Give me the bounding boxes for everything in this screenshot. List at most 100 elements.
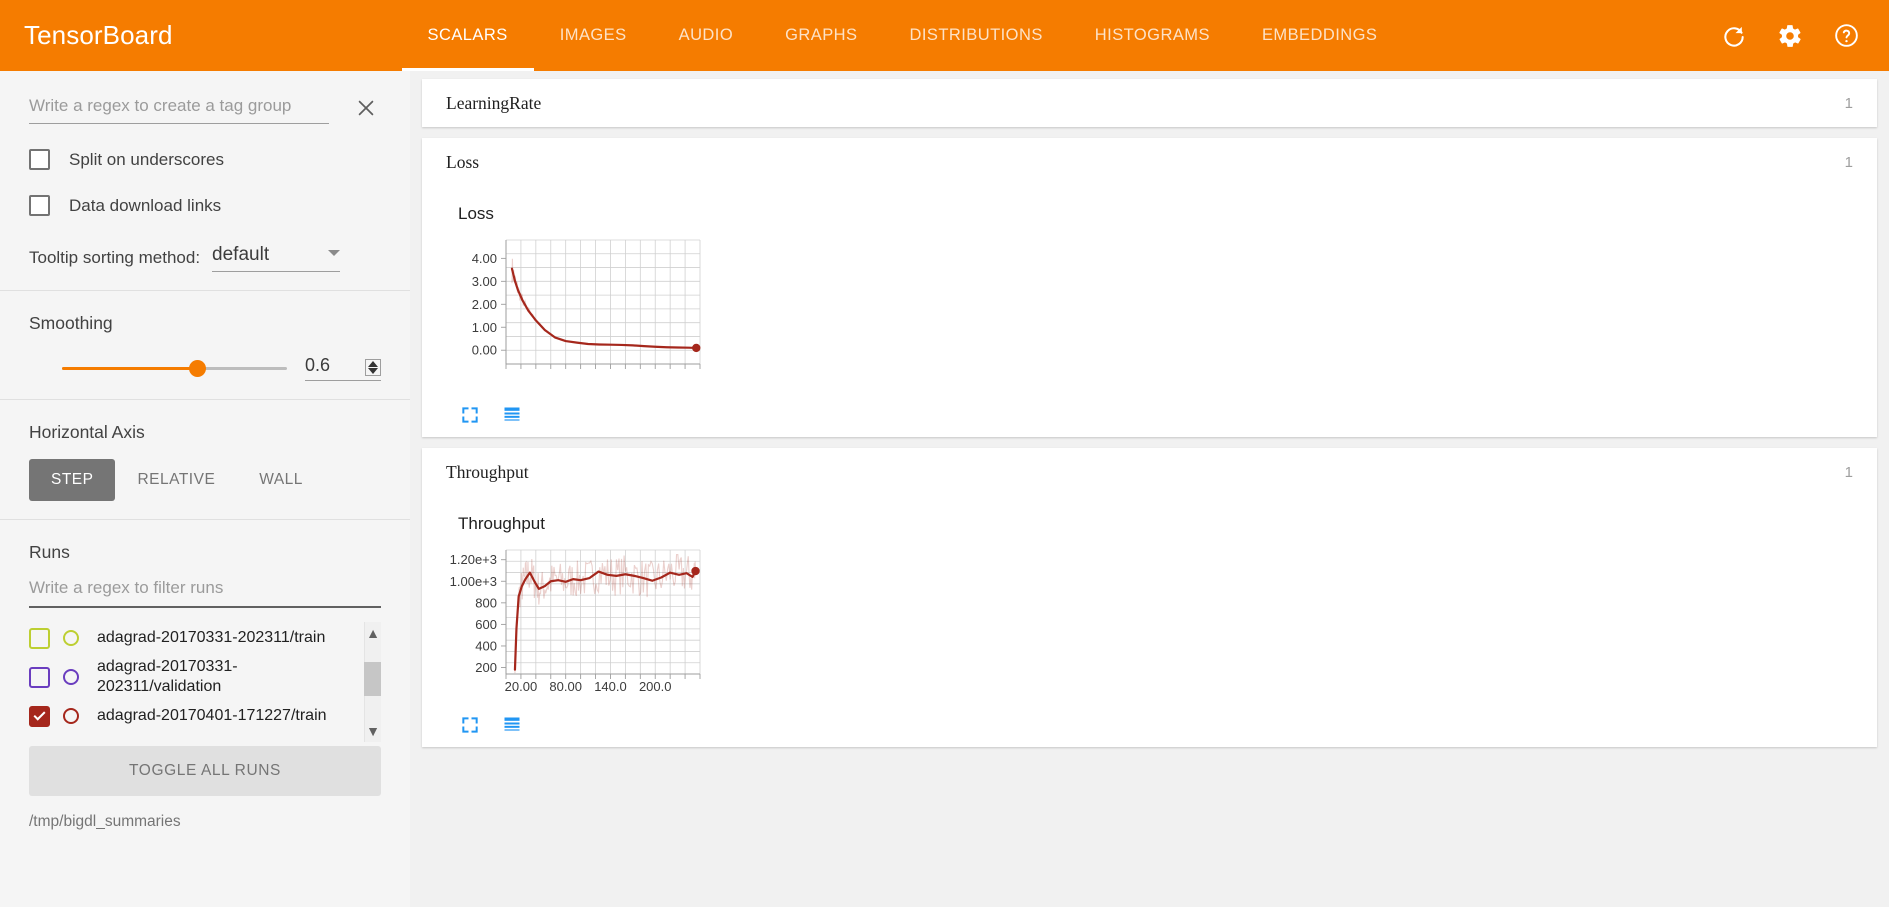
chevron-up-icon[interactable]: ▲ [366, 625, 380, 641]
tag-regex-row [0, 93, 410, 124]
card-body: Loss 0.00 1.00 2.00 3.00 4.00 [422, 186, 1877, 437]
svg-text:140.0: 140.0 [594, 679, 627, 694]
chart-y-axis-ticks: 0.00 1.00 2.00 3.00 4.00 [472, 251, 506, 358]
tooltip-sorting-select[interactable]: default [212, 244, 341, 272]
smoothing-slider[interactable] [62, 356, 287, 380]
stepper-down-icon[interactable] [368, 368, 378, 374]
chevron-down-icon[interactable]: ▼ [366, 723, 380, 739]
card-body: Throughput 200 400 600 800 1.00e+3 1.20e+3 20.0… [422, 496, 1877, 747]
tooltip-sorting-value: default [212, 244, 270, 265]
tab-embeddings[interactable]: EMBEDDINGS [1261, 26, 1378, 44]
chart-raw-series [514, 553, 697, 674]
card-title: LearningRate [446, 92, 542, 113]
horizontal-axis-wall-button[interactable]: WALL [259, 471, 303, 488]
card-learningrate: LearningRate 1 [422, 79, 1877, 127]
run-color-circle-icon[interactable] [63, 708, 79, 724]
data-table-icon[interactable] [502, 715, 524, 737]
smoothing-slider-knob[interactable] [189, 359, 206, 377]
run-checkbox-icon[interactable] [29, 666, 50, 688]
tab-scalars[interactable]: SCALARS [401, 0, 534, 71]
run-item[interactable]: adagrad-20170331-202311/validation [29, 654, 364, 700]
card-loss: Loss 1 Loss 0.00 1.00 2.00 3.00 4.00 [422, 138, 1877, 437]
runs-filter-input[interactable] [29, 575, 381, 608]
run-color-circle-icon[interactable] [63, 669, 79, 685]
svg-text:1.20e+3: 1.20e+3 [450, 552, 497, 567]
card-header-throughput[interactable]: Throughput 1 [422, 448, 1877, 496]
chart-controls [460, 715, 1877, 737]
chart-endpoint-marker [692, 343, 701, 353]
expand-chart-icon[interactable] [460, 715, 482, 737]
smoothing-value-input[interactable] [305, 355, 349, 376]
svg-text:400: 400 [475, 638, 497, 653]
chart-controls [460, 405, 1877, 427]
checkbox-label: Split on underscores [69, 149, 224, 169]
checkbox-list: Split on underscores Data download links [0, 149, 410, 216]
horizontal-axis-options: STEP RELATIVE WALL [0, 459, 410, 501]
chart-throughput[interactable]: 200 400 600 800 1.00e+3 1.20e+3 20.00 80.00 140.… [434, 540, 714, 700]
checkbox-icon[interactable] [29, 149, 50, 170]
svg-text:3.00: 3.00 [472, 274, 497, 289]
nav-tabs: SCALARS IMAGES AUDIO GRAPHS DISTRIBUTIONS HIS… [401, 0, 1404, 71]
tab-images[interactable]: IMAGES [559, 26, 627, 44]
run-checkbox-icon[interactable] [29, 705, 50, 727]
tooltip-sorting-row: Tooltip sorting method: default [0, 244, 410, 272]
scrollbar-thumb[interactable] [364, 662, 381, 696]
horizontal-axis-relative-button[interactable]: RELATIVE [137, 471, 216, 488]
tag-group-regex-input[interactable] [29, 93, 329, 124]
smoothing-slider-fill [62, 366, 197, 370]
chart-series-line [510, 267, 698, 350]
svg-text:80.00: 80.00 [549, 679, 582, 694]
card-count-badge: 1 [1844, 94, 1853, 112]
quantity-stepper[interactable] [365, 359, 381, 376]
svg-text:1.00: 1.00 [472, 320, 497, 335]
chart-y-axis-ticks: 200 400 600 800 1.00e+3 1.20e+3 [450, 552, 506, 675]
app-header: TensorBoard SCALARS IMAGES AUDIO GRAPHS DIST… [0, 0, 1889, 71]
chart-x-axis-ticks: 20.00 80.00 140.0 200.0 [505, 679, 672, 694]
svg-text:600: 600 [475, 617, 497, 632]
card-count-badge: 1 [1844, 463, 1853, 481]
chart-endpoint-marker [691, 566, 700, 576]
data-table-icon[interactable] [502, 405, 524, 427]
card-header-loss[interactable]: Loss 1 [422, 138, 1877, 186]
checkbox-icon[interactable] [29, 195, 50, 216]
card-header-learningrate[interactable]: LearningRate 1 [422, 79, 1877, 127]
divider [0, 290, 410, 291]
run-item[interactable]: adagrad-20170401-171227/train [29, 700, 364, 732]
help-icon[interactable] [1831, 21, 1861, 51]
divider [0, 519, 410, 520]
card-throughput: Throughput 1 Throughput 200 400 600 800 1.00e+3… [422, 448, 1877, 747]
main-content: LearningRate 1 Loss 1 Loss 0.00 1.00 2.00 3.00 4.… [410, 71, 1889, 907]
chart-series-line [513, 569, 697, 671]
chart-loss[interactable]: 0.00 1.00 2.00 3.00 4.00 [434, 230, 714, 390]
stepper-up-icon[interactable] [368, 361, 378, 367]
checkbox-row-data-download-links[interactable]: Data download links [0, 195, 410, 216]
tab-distributions[interactable]: DISTRIBUTIONS [909, 26, 1043, 44]
run-color-circle-icon[interactable] [63, 630, 79, 646]
tab-audio[interactable]: AUDIO [678, 26, 734, 44]
svg-text:200: 200 [475, 660, 497, 675]
chevron-down-icon [328, 250, 341, 256]
run-checkbox-icon[interactable] [29, 627, 50, 649]
tab-graphs[interactable]: GRAPHS [785, 26, 858, 44]
tab-histograms[interactable]: HISTOGRAMS [1094, 26, 1210, 44]
card-title: Loss [446, 151, 480, 172]
smoothing-row [0, 355, 410, 381]
app-brand-title: TensorBoard [24, 20, 173, 50]
tooltip-sorting-label: Tooltip sorting method: [29, 248, 201, 267]
svg-text:800: 800 [475, 595, 497, 610]
logdir-path: /tmp/bigdl_summaries [29, 813, 181, 830]
horizontal-axis-title: Horizontal Axis [29, 422, 145, 442]
refresh-icon[interactable] [1719, 21, 1749, 51]
toggle-all-runs-button[interactable]: TOGGLE ALL RUNS [29, 746, 381, 796]
runs-filter-row [0, 575, 410, 608]
close-icon[interactable] [351, 93, 381, 123]
run-item[interactable]: adagrad-20170331-202311/train [29, 622, 364, 654]
gear-icon[interactable] [1775, 21, 1805, 51]
expand-chart-icon[interactable] [460, 405, 482, 427]
horizontal-axis-step-button[interactable]: STEP [29, 459, 116, 501]
card-count-badge: 1 [1844, 153, 1853, 171]
checkbox-row-split-on-underscores[interactable]: Split on underscores [0, 149, 410, 170]
chart-gridlines [505, 239, 701, 365]
runs-list: adagrad-20170331-202311/train adagrad-201… [29, 622, 364, 742]
